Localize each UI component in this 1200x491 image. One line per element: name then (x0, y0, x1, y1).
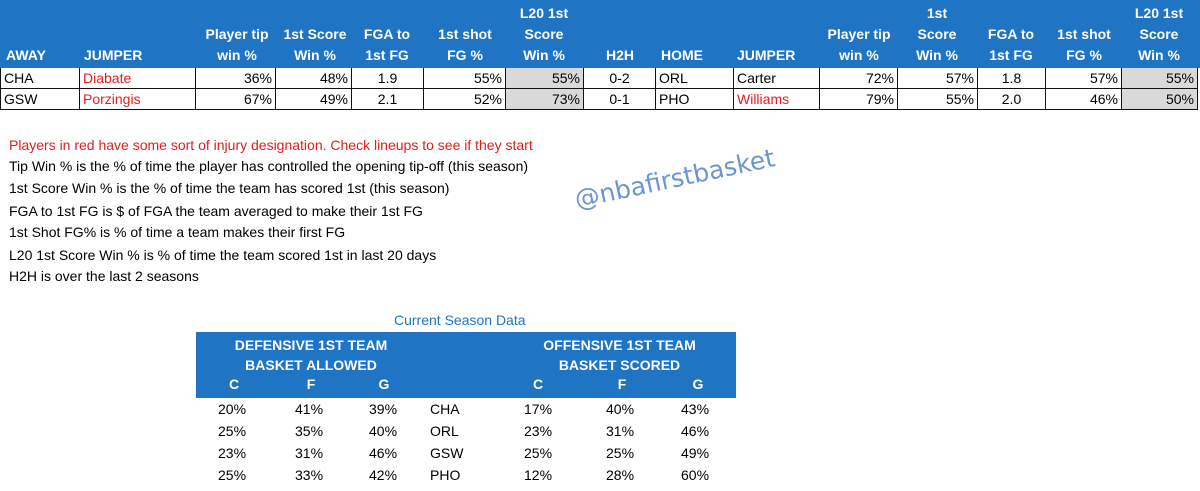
home-first-shot-cell: 57% (1046, 68, 1122, 89)
home-l20-cell: 55% (1122, 68, 1198, 89)
header-home-tip: Player tip win % (827, 26, 891, 63)
def-f-cell: 41% (295, 401, 324, 417)
off-g-cell: 49% (681, 445, 710, 461)
away-fga-cell: 2.1 (352, 89, 424, 110)
season-team-cell: CHA (430, 401, 460, 417)
off-f-cell: 31% (606, 423, 635, 439)
away-jumper-cell: Porzingis (80, 89, 196, 110)
away-first-shot-cell: 55% (424, 68, 506, 89)
home-fga-cell: 2.0 (978, 89, 1046, 110)
def-g-cell: 39% (369, 401, 398, 417)
header-away: AWAY (6, 47, 46, 63)
header-home-first-shot: 1st shot FG % (1057, 26, 1111, 63)
off-g-cell: 46% (681, 423, 710, 439)
home-tip-cell: 79% (820, 89, 898, 110)
home-fga-cell: 1.8 (978, 68, 1046, 89)
home-first-score-cell: 55% (898, 89, 978, 110)
def-f-cell: 33% (295, 467, 324, 483)
header-h2h: H2H (605, 47, 634, 63)
main-table-header: AWAY JUMPER Player tip win % 1st Score Win… (0, 0, 1200, 68)
header-home-fga: FGA to 1st FG (987, 26, 1035, 63)
season-table-body: 20% 41% 39% CHA 17% 40% 43% 25% 35% 40% … (196, 399, 736, 491)
header-home: HOME (661, 47, 703, 63)
off-c-cell: 17% (524, 401, 553, 417)
header-away-first-score: 1st Score Win % (283, 26, 347, 63)
def-pos-g: G (378, 376, 390, 392)
away-l20-cell: 55% (506, 68, 584, 89)
note-line: Tip Win % is the % of time the player ha… (9, 158, 529, 174)
header-away-tip: Player tip win % (205, 26, 269, 63)
away-team-cell: CHA (0, 68, 80, 89)
season-team-cell: GSW (430, 445, 464, 461)
season-team-cell: ORL (430, 423, 459, 439)
header-away-l20: L20 1st Score Win % (519, 5, 569, 63)
away-l20-cell: 73% (506, 89, 584, 110)
off-f-cell: 28% (606, 467, 635, 483)
home-team-cell: ORL (656, 68, 734, 89)
header-home-first-score: 1st Score Win % (916, 5, 958, 63)
def-c-cell: 25% (218, 423, 247, 439)
def-g-cell: 42% (369, 467, 398, 483)
away-team-cell: GSW (0, 89, 80, 110)
off-g-cell: 60% (681, 467, 710, 483)
note-line: FGA to 1st FG is $ of FGA the team avera… (9, 203, 423, 219)
off-f-cell: 25% (606, 445, 635, 461)
home-tip-cell: 72% (820, 68, 898, 89)
home-jumper-cell: Williams (734, 89, 820, 110)
off-c-cell: 23% (524, 423, 553, 439)
away-jumper-cell: Diabate (80, 68, 196, 89)
def-g-cell: 46% (369, 445, 398, 461)
offensive-title: OFFENSIVE 1ST TEAM BASKET SCORED (543, 337, 696, 373)
home-jumper-cell: Carter (734, 68, 820, 89)
h2h-cell: 0-2 (584, 68, 656, 89)
def-c-cell: 20% (218, 401, 247, 417)
table-row: GSW Porzingis 67% 49% 2.1 52% 73% 0-1 PH… (0, 89, 1200, 111)
off-c-cell: 12% (524, 467, 553, 483)
note-line: L20 1st Score Win % is % of time the tea… (9, 247, 437, 263)
def-f-cell: 35% (295, 423, 324, 439)
note-line: 1st Shot FG% is % of time a team makes t… (9, 224, 346, 240)
def-pos-f: F (306, 376, 316, 392)
season-caption: Current Season Data (394, 312, 526, 328)
def-g-cell: 40% (369, 423, 398, 439)
away-tip-cell: 36% (196, 68, 276, 89)
def-c-cell: 23% (218, 445, 247, 461)
season-team-cell: PHO (430, 467, 461, 483)
watermark: @nbafirstbasket (571, 143, 778, 214)
header-away-fga: FGA to 1st FG (363, 26, 411, 63)
note-line: H2H is over the last 2 seasons (9, 268, 199, 284)
away-first-shot-cell: 52% (424, 89, 506, 110)
away-first-score-cell: 48% (276, 68, 352, 89)
home-team-cell: PHO (656, 89, 734, 110)
note-line: 1st Score Win % is the % of time the tea… (9, 180, 450, 196)
defensive-title: DEFENSIVE 1ST TEAM BASKET ALLOWED (234, 337, 388, 373)
off-f-cell: 40% (606, 401, 635, 417)
away-tip-cell: 67% (196, 89, 276, 110)
injury-note: Players in red have some sort of injury … (9, 137, 533, 153)
header-home-l20: L20 1st Score Win % (1134, 5, 1184, 63)
header-home-jumper: JUMPER (737, 47, 796, 63)
def-c-cell: 25% (218, 467, 247, 483)
def-pos-c: C (228, 376, 240, 392)
home-l20-cell: 50% (1122, 89, 1198, 110)
off-g-cell: 43% (681, 401, 710, 417)
table-row: CHA Diabate 36% 48% 1.9 55% 55% 0-2 ORL … (0, 68, 1200, 90)
off-c-cell: 25% (524, 445, 553, 461)
off-pos-f: F (617, 376, 627, 392)
away-first-score-cell: 49% (276, 89, 352, 110)
h2h-cell: 0-1 (584, 89, 656, 110)
home-first-shot-cell: 46% (1046, 89, 1122, 110)
away-fga-cell: 1.9 (352, 68, 424, 89)
season-header: DEFENSIVE 1ST TEAM BASKET ALLOWED OFFENSI… (196, 332, 736, 398)
home-first-score-cell: 57% (898, 68, 978, 89)
off-pos-g: G (692, 376, 704, 392)
header-away-first-shot: 1st shot FG % (438, 26, 492, 63)
def-f-cell: 31% (295, 445, 324, 461)
off-pos-c: C (532, 376, 544, 392)
header-away-jumper: JUMPER (84, 47, 143, 63)
